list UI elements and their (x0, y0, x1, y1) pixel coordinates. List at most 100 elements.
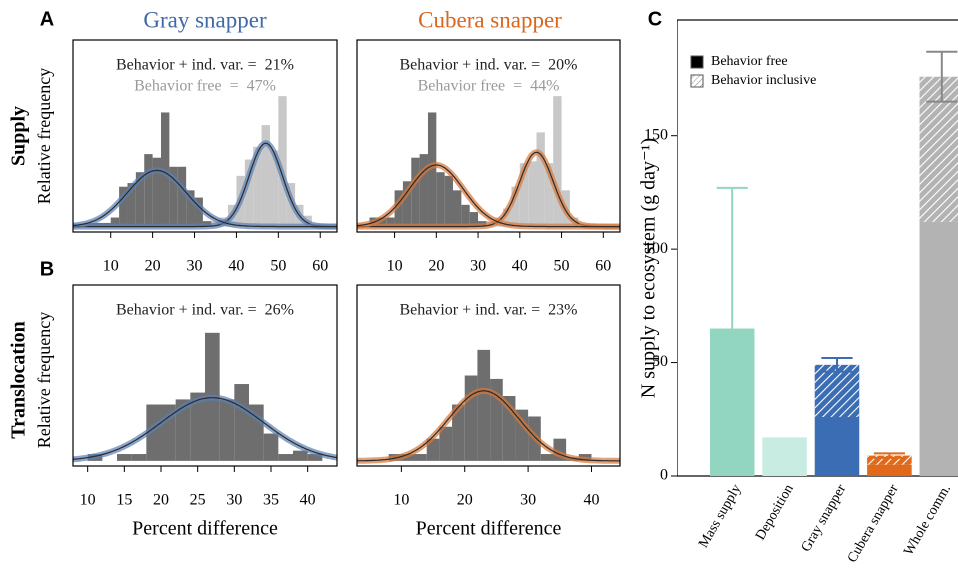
annotation: Behavior free = 47% (134, 78, 276, 95)
x-tick-label: Mass supply (696, 482, 744, 550)
plot-area (73, 96, 337, 230)
plot-frame (356, 284, 621, 467)
plot-area (73, 332, 337, 463)
x-tick-label: 10 (80, 492, 96, 509)
x-tick-label: 30 (520, 492, 536, 509)
x-tick-label: 25 (190, 492, 206, 509)
x-tick-label: Whole comm. (901, 482, 954, 558)
y-axis-label: N supply to ecosystem (g day⁻¹) (638, 138, 660, 398)
x-tick-label: Deposition (753, 482, 797, 543)
x-tick-label: 50 (270, 258, 286, 275)
panel-label: C (648, 8, 662, 30)
x-tick-label: 20 (457, 492, 473, 509)
hist-bar (536, 132, 545, 227)
plot-area (357, 349, 620, 464)
x-axis-label: Percent difference (132, 518, 278, 540)
x-tick-label: 40 (228, 258, 244, 275)
plot-frame (72, 284, 338, 467)
y-tick-label: 150 (644, 126, 668, 143)
x-tick-label: Gray snapper (799, 482, 850, 555)
x-tick-label: 60 (595, 258, 611, 275)
hist-bar (436, 172, 445, 227)
x-tick-label: 60 (312, 258, 328, 275)
plot-area (357, 96, 620, 230)
hist-bar (469, 212, 479, 227)
x-tick-label: 20 (145, 258, 161, 275)
hist-bar (219, 399, 235, 461)
hist-bar (190, 392, 205, 461)
bar-segment (814, 417, 860, 476)
x-tick-label: Cubera snapper (845, 482, 902, 566)
plot-frame (72, 39, 338, 233)
hist-bar (503, 208, 512, 227)
y-tick-label: 100 (644, 240, 668, 257)
fit-curve (357, 164, 620, 228)
row-label: Supply (8, 106, 30, 166)
plot-frame (356, 39, 621, 233)
hist-bar (194, 197, 203, 227)
y-tick-label: 0 (660, 467, 668, 484)
hist-bar (394, 190, 403, 227)
hist-bar (307, 454, 323, 461)
hist-bar (511, 186, 520, 227)
x-tick-label: 10 (103, 258, 119, 275)
hatch-overlay (867, 455, 912, 465)
x-tick-label: 40 (512, 258, 528, 275)
fit-curve (357, 151, 620, 228)
y-axis-label: Relative frequency (34, 68, 54, 204)
hist-bar (419, 154, 428, 227)
hist-bar (427, 112, 437, 227)
x-tick-label: 15 (116, 492, 132, 509)
hist-bar (544, 163, 554, 227)
hatch-overlay (814, 364, 860, 418)
x-tick-label: 40 (583, 492, 599, 509)
annotation: Behavior + ind. var. = 23% (399, 302, 577, 319)
legend-label: Behavior free (711, 54, 788, 69)
annotation: Behavior + ind. var. = 20% (399, 57, 577, 74)
hist-bar (278, 454, 293, 461)
hist-bar (444, 175, 454, 227)
hist-bar (186, 190, 195, 227)
hist-bar (177, 166, 187, 227)
column-title: Cubera snapper (418, 7, 562, 32)
annotation: Behavior + ind. var. = 21% (116, 57, 294, 74)
legend-swatch (690, 55, 704, 69)
x-tick-label: 30 (226, 492, 242, 509)
legend-hatch (690, 74, 704, 88)
hist-bar (135, 172, 145, 227)
plot-area (677, 19, 958, 477)
fit-curve (73, 169, 337, 228)
hist-bar (426, 438, 440, 461)
hist-bar (110, 217, 120, 227)
hist-bar (175, 399, 191, 461)
hist-bar (131, 454, 147, 461)
annotation: Behavior + ind. var. = 26% (116, 302, 294, 319)
hist-bar (540, 454, 554, 461)
x-tick-label: 10 (393, 492, 409, 509)
hist-bar (269, 150, 279, 227)
hist-bar (386, 217, 395, 227)
hist-bar (146, 404, 161, 461)
hist-bar (261, 125, 270, 227)
hist-bar (253, 146, 262, 227)
hist-bar (263, 433, 279, 461)
hist-bar (244, 159, 254, 227)
hist-bar (453, 190, 462, 227)
hist-bar (152, 157, 161, 227)
hist-bar (402, 181, 412, 227)
hist-bar (477, 349, 491, 461)
x-axis-label: Percent difference (416, 518, 562, 540)
hist-bar (452, 404, 465, 461)
x-tick-label: 30 (187, 258, 203, 275)
hist-bar (278, 96, 287, 227)
x-tick-label: 10 (387, 258, 403, 275)
hist-bar (119, 186, 128, 227)
x-tick-label: 20 (153, 492, 169, 509)
fit-curve (73, 397, 337, 460)
fit-curve (73, 142, 337, 228)
x-tick-label: 35 (263, 492, 279, 509)
bar-segment (867, 464, 912, 476)
hatch-overlay (919, 76, 958, 222)
